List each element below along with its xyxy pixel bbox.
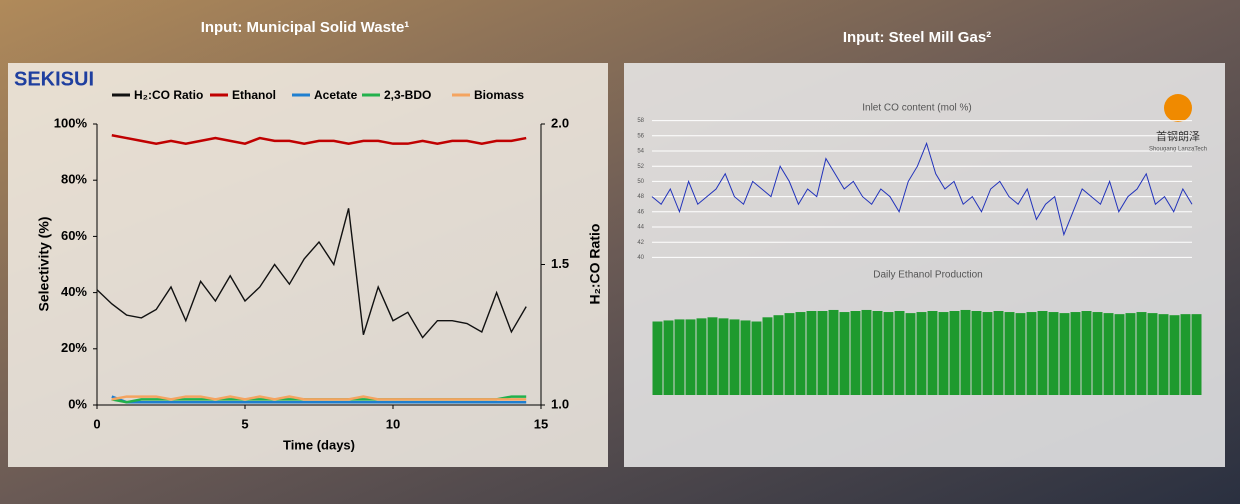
- y-tick-label: 40: [637, 255, 644, 261]
- bar: [994, 311, 1004, 395]
- bar: [719, 318, 729, 395]
- legend-label: 2,3-BDO: [384, 88, 431, 102]
- bar: [785, 313, 795, 395]
- y-tick-label: 50: [637, 179, 644, 185]
- bar: [730, 319, 740, 395]
- bar: [1137, 312, 1147, 395]
- logo-subtitle: Shougang LanzaTech: [1149, 147, 1207, 153]
- logo: SEKISUI: [14, 68, 94, 90]
- bar: [950, 311, 960, 395]
- left-panel: [8, 63, 608, 467]
- y2-axis-label: H₂:CO Ratio: [587, 224, 603, 305]
- bar: [840, 312, 850, 395]
- bar: [1126, 313, 1136, 395]
- y-tick-label: 60%: [61, 228, 87, 243]
- y-tick-label: 20%: [61, 340, 87, 355]
- bar: [752, 322, 762, 396]
- bar: [763, 317, 773, 395]
- page: Input: Municipal Solid Waste¹ SEKISUI 0% 20…: [0, 0, 1240, 504]
- x-tick-label: 10: [386, 416, 400, 431]
- legend-label: Acetate: [314, 88, 358, 102]
- legend-label: H₂:CO Ratio: [134, 88, 203, 102]
- bar: [1181, 314, 1191, 395]
- bar: [1104, 313, 1114, 395]
- y-tick-label: 44: [637, 225, 644, 231]
- bar: [851, 311, 861, 395]
- bar: [664, 320, 674, 395]
- y2-tick-label: 2.0: [551, 115, 569, 130]
- right-panel: [624, 63, 1225, 467]
- bar: [884, 312, 894, 395]
- bar: [1071, 312, 1081, 395]
- bar: [653, 322, 663, 396]
- bar: [796, 312, 806, 395]
- y-tick-label: 100%: [54, 115, 88, 130]
- bar: [807, 311, 817, 395]
- bar: [1016, 313, 1026, 395]
- bar: [1082, 311, 1092, 395]
- bar: [1093, 312, 1103, 395]
- bar: [895, 311, 905, 395]
- y-tick-label: 48: [637, 194, 644, 200]
- bar: [972, 311, 982, 395]
- y-tick-label: 58: [637, 118, 644, 124]
- x-tick-label: 5: [241, 416, 248, 431]
- bar: [862, 310, 872, 395]
- bar: [1038, 311, 1048, 395]
- bar: [906, 313, 916, 395]
- y-tick-label: 54: [637, 149, 644, 155]
- bar: [983, 312, 993, 395]
- chart-subtitle: Inlet CO content (mol %): [862, 103, 971, 114]
- bar: [1060, 313, 1070, 395]
- chart: Input: Municipal Solid Waste¹ SEKISUI 0% 20…: [0, 0, 1240, 504]
- bar: [697, 318, 707, 395]
- y-tick-label: 80%: [61, 172, 87, 187]
- y-axis-label: Selectivity (%): [36, 217, 52, 312]
- bar: [686, 319, 696, 395]
- x-tick-label: 0: [93, 416, 100, 431]
- y-tick-label: 42: [637, 240, 644, 246]
- bar: [829, 310, 839, 395]
- bar: [1192, 314, 1202, 395]
- y-tick-label: 40%: [61, 284, 87, 299]
- bar: [708, 317, 718, 395]
- logo-mark: [1164, 94, 1192, 122]
- legend-label: Biomass: [474, 88, 524, 102]
- bar: [1027, 312, 1037, 395]
- bar: [675, 319, 685, 395]
- bar: [1115, 314, 1125, 395]
- panel-title: Input: Municipal Solid Waste¹: [201, 19, 410, 36]
- bar: [1148, 313, 1158, 395]
- bar: [939, 312, 949, 395]
- bar: [961, 310, 971, 395]
- x-tick-label: 15: [534, 416, 548, 431]
- y-tick-label: 56: [637, 133, 644, 139]
- bar: [873, 311, 883, 395]
- chart-subtitle: Daily Ethanol Production: [873, 270, 983, 281]
- bar: [1170, 315, 1180, 395]
- y-tick-label: 46: [637, 209, 644, 215]
- y2-tick-label: 1.5: [551, 256, 569, 271]
- y2-tick-label: 1.0: [551, 396, 569, 411]
- x-axis-label: Time (days): [283, 437, 355, 452]
- bar: [818, 311, 828, 395]
- bar: [928, 311, 938, 395]
- bar: [1049, 312, 1059, 395]
- y-tick-label: 0%: [68, 396, 87, 411]
- panel-title: Input: Steel Mill Gas²: [843, 29, 991, 46]
- bar: [917, 312, 927, 395]
- bar: [1005, 312, 1015, 395]
- bar: [774, 315, 784, 395]
- legend-label: Ethanol: [232, 88, 276, 102]
- y-tick-label: 52: [637, 164, 644, 170]
- bar: [1159, 314, 1169, 395]
- bar: [741, 320, 751, 395]
